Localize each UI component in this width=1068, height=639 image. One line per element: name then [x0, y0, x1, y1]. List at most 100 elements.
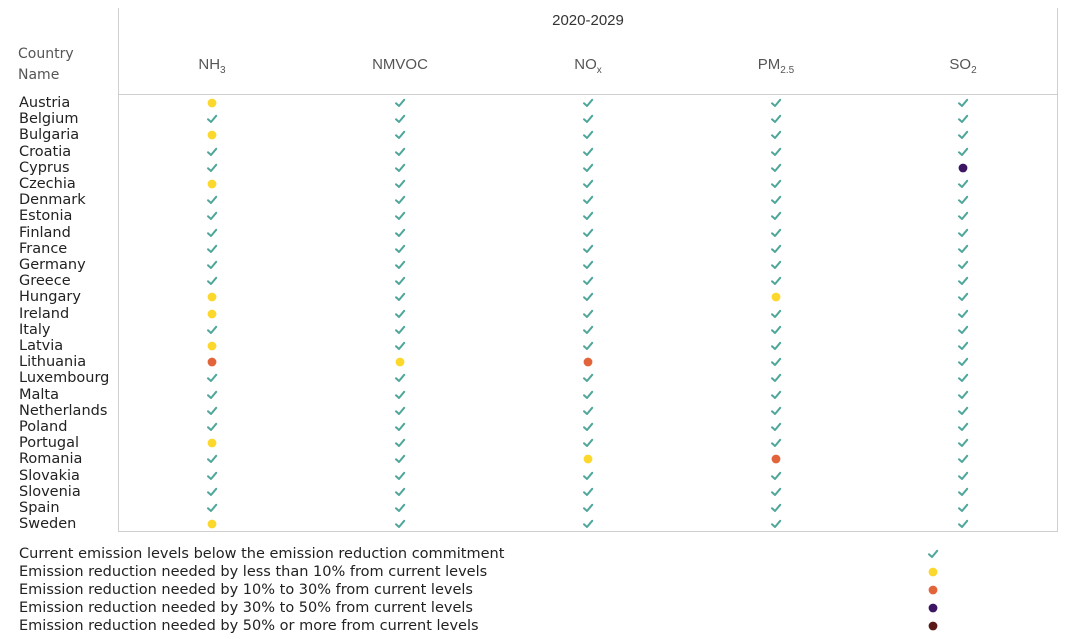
status-mark-ok	[580, 192, 596, 208]
status-mark-ok	[580, 225, 596, 241]
country-column-header: Country Name	[18, 46, 74, 83]
status-mark-ok	[955, 144, 971, 160]
status-mark-ok	[392, 257, 408, 273]
status-mark-ok	[955, 208, 971, 224]
status-mark-ok	[392, 322, 408, 338]
status-mark-ok	[955, 127, 971, 143]
status-mark-ok	[955, 484, 971, 500]
country-label: Malta	[19, 386, 59, 403]
status-mark-ok	[392, 370, 408, 386]
country-label: Portugal	[19, 435, 80, 452]
pollutant-header: PM2.5	[716, 56, 836, 76]
country-label: Romania	[19, 451, 83, 468]
country-label: Greece	[19, 273, 71, 290]
status-mark-ok	[955, 419, 971, 435]
status-mark-ok	[580, 289, 596, 305]
status-mark-ok	[580, 95, 596, 111]
status-mark-ok	[204, 451, 220, 467]
status-mark-ok	[955, 387, 971, 403]
status-mark-ok	[768, 387, 784, 403]
status-mark-ok	[392, 160, 408, 176]
status-mark-ok	[768, 370, 784, 386]
status-mark-ok	[768, 225, 784, 241]
status-mark-ok	[204, 500, 220, 516]
pollutant-header: SO2	[903, 56, 1023, 76]
status-mark-ok	[580, 322, 596, 338]
pollutant-subscript: 3	[220, 65, 226, 76]
status-mark-ok	[392, 127, 408, 143]
country-label: Slovenia	[19, 483, 81, 500]
status-mark-ok	[580, 387, 596, 403]
status-mark-ok	[392, 111, 408, 127]
status-mark-ok	[768, 354, 784, 370]
status-mark-ok	[204, 273, 220, 289]
country-label: Netherlands	[19, 402, 108, 419]
status-mark-ok	[768, 160, 784, 176]
pollutant-name: PM	[757, 56, 781, 73]
status-mark-ok	[392, 192, 408, 208]
status-mark-ok	[768, 176, 784, 192]
status-mark-ok	[392, 435, 408, 451]
country-label: Czechia	[19, 176, 76, 192]
status-mark-ok	[580, 419, 596, 435]
status-mark-ok	[955, 225, 971, 241]
status-mark-ok	[204, 160, 220, 176]
status-mark-ok	[955, 500, 971, 516]
status-mark-ok	[204, 257, 220, 273]
status-mark-lt10	[204, 338, 220, 354]
status-mark-lt10	[392, 354, 408, 370]
status-mark-ok	[955, 435, 971, 451]
status-mark-ok	[392, 208, 408, 224]
status-mark-ok	[768, 111, 784, 127]
status-mark-ok	[204, 192, 220, 208]
legend-mark-lt10	[925, 564, 941, 580]
status-mark-ok	[580, 176, 596, 192]
status-mark-ok	[768, 241, 784, 257]
status-mark-ok	[768, 306, 784, 322]
status-mark-ok	[768, 500, 784, 516]
status-mark-ok	[392, 225, 408, 241]
status-mark-ok	[768, 322, 784, 338]
status-mark-ok	[768, 419, 784, 435]
pollutant-name: NO	[574, 56, 597, 73]
status-mark-ok	[204, 484, 220, 500]
legend-mark-gt50	[925, 618, 941, 634]
status-mark-ok	[955, 338, 971, 354]
status-mark-30to50	[955, 160, 971, 176]
status-mark-ok	[392, 500, 408, 516]
status-mark-10to30	[768, 451, 784, 467]
status-mark-ok	[204, 370, 220, 386]
status-mark-ok	[392, 289, 408, 305]
legend-label: Emission reduction needed by 30% to 50% …	[19, 600, 473, 616]
country-label: Sweden	[19, 516, 77, 533]
status-mark-ok	[580, 370, 596, 386]
status-mark-ok	[204, 322, 220, 338]
table-bottom-border	[118, 531, 1058, 532]
status-mark-ok	[392, 306, 408, 322]
country-label: Spain	[19, 500, 60, 516]
country-label: Ireland	[19, 305, 70, 322]
country-label: Austria	[19, 95, 71, 111]
status-mark-lt10	[204, 127, 220, 143]
status-mark-ok	[392, 484, 408, 500]
country-label: Lithuania	[19, 354, 87, 371]
status-mark-ok	[392, 241, 408, 257]
status-mark-ok	[580, 144, 596, 160]
status-mark-ok	[955, 289, 971, 305]
country-label: Poland	[19, 419, 68, 435]
country-label: Bulgaria	[19, 127, 80, 144]
status-mark-ok	[768, 208, 784, 224]
status-mark-ok	[768, 144, 784, 160]
country-label: Slovakia	[19, 467, 80, 484]
status-mark-ok	[955, 273, 971, 289]
status-mark-lt10	[768, 289, 784, 305]
pollutant-subscript: 2	[971, 65, 977, 76]
country-label: Luxembourg	[19, 370, 110, 387]
status-mark-ok	[204, 111, 220, 127]
status-mark-ok	[580, 403, 596, 419]
country-label: Finland	[19, 224, 71, 241]
country-label: Italy	[19, 321, 51, 338]
pollutant-header: NOx	[528, 56, 648, 76]
status-mark-ok	[580, 127, 596, 143]
